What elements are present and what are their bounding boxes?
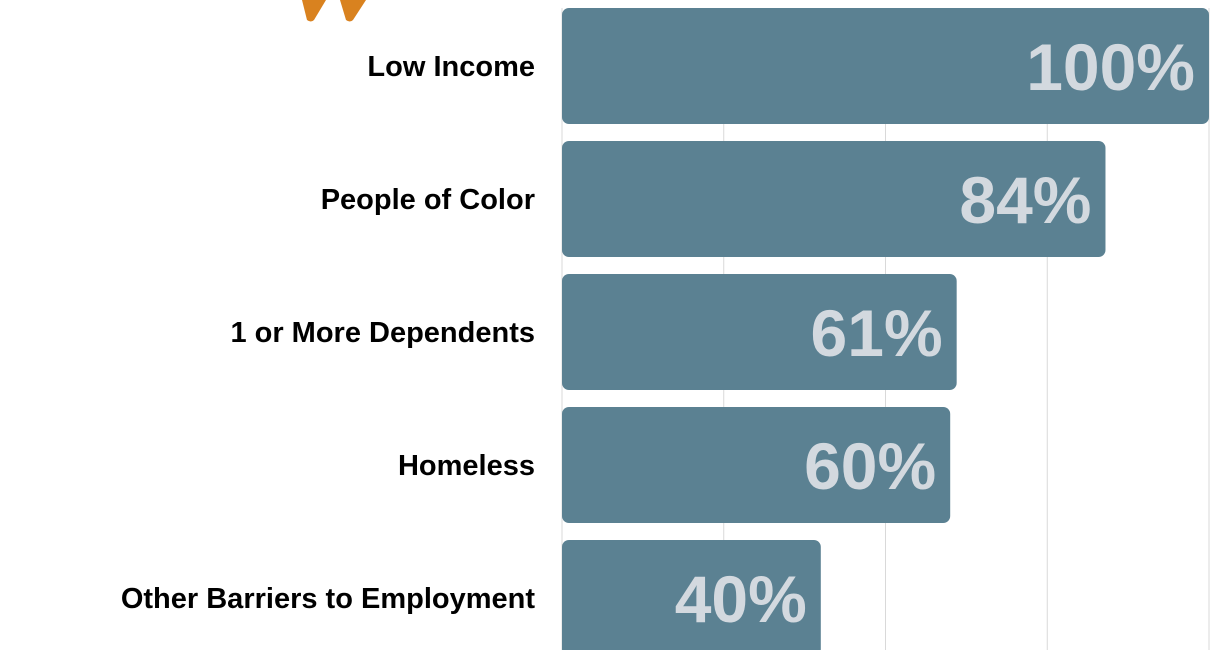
bar xyxy=(562,141,1106,257)
value-label: 61% xyxy=(811,296,943,370)
quote-mark-icon xyxy=(302,0,366,22)
bar xyxy=(562,540,821,650)
value-label: 60% xyxy=(804,429,936,503)
labels: Low Income 100% People of Color 84% 1 or Mor… xyxy=(121,30,1195,636)
category-label: People of Color xyxy=(321,184,535,216)
value-label: 84% xyxy=(959,163,1091,237)
value-label: 100% xyxy=(1026,30,1195,104)
category-label: Homeless xyxy=(398,450,535,482)
value-label: 40% xyxy=(675,562,807,636)
decor xyxy=(302,0,366,22)
bar xyxy=(562,8,1209,124)
bar xyxy=(562,274,957,390)
category-label: Other Barriers to Employment xyxy=(121,583,535,615)
category-label: 1 or More Dependents xyxy=(230,317,535,349)
bar xyxy=(562,407,951,523)
bars xyxy=(562,8,1209,650)
category-label: Low Income xyxy=(367,51,535,83)
